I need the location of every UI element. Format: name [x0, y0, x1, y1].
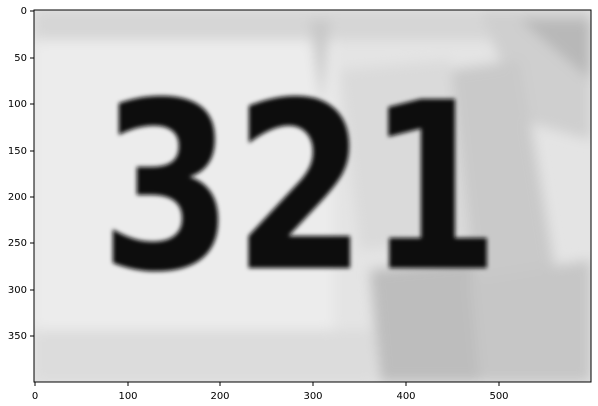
- x-tick-label: 400: [396, 391, 415, 402]
- y-tick-label: 300: [8, 285, 27, 296]
- x-tick-label: 0: [32, 391, 38, 402]
- y-tick-label: 0: [21, 6, 27, 17]
- y-tick-label: 100: [8, 99, 27, 110]
- y-tick-label: 150: [8, 146, 27, 157]
- y-axis: 0 50 100 150 200 250 300 350: [8, 6, 34, 342]
- digit-text: 321: [100, 53, 500, 323]
- y-tick-label: 350: [8, 331, 27, 342]
- x-axis: 0 100 200 300 400 500: [32, 382, 509, 402]
- x-tick-label: 500: [489, 391, 508, 402]
- x-tick-label: 300: [303, 391, 322, 402]
- y-tick-label: 250: [8, 238, 27, 249]
- y-tick-label: 50: [14, 53, 27, 64]
- photo: 321: [34, 10, 591, 382]
- x-tick-label: 100: [118, 391, 137, 402]
- x-tick-label: 200: [210, 391, 229, 402]
- y-tick-label: 200: [8, 192, 27, 203]
